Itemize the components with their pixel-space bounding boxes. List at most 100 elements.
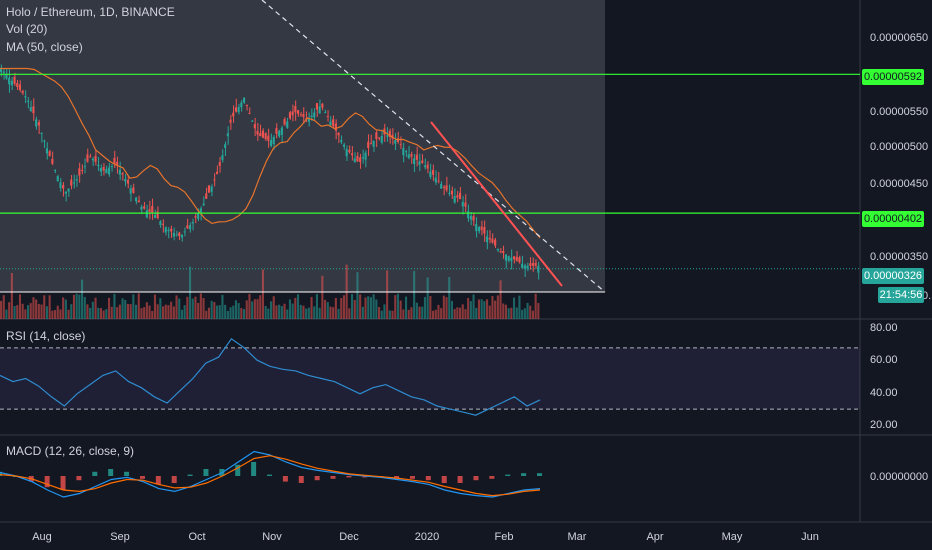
volume-bar [94,297,97,319]
volume-bar [310,296,313,319]
volume-bar [51,310,54,319]
volume-bar [180,309,183,319]
candle-body [299,114,302,116]
volume-bar [286,309,289,319]
volume-bar [526,302,529,319]
candle-body [140,206,143,210]
volume-bar [132,294,135,319]
time-tick: Sep [110,531,130,543]
volume-bar [108,297,111,319]
macd-histogram-bar [76,476,82,481]
macd-histogram-bar [409,476,415,479]
volume-bar [440,308,443,319]
macd-histogram-bar [537,473,542,476]
candle-body [453,196,456,203]
volume-bar [267,308,270,319]
candle-body [167,229,170,232]
candle-body [143,206,146,209]
volume-bar [521,309,524,319]
candle-body [251,120,254,122]
candle-body [267,135,270,141]
candle-body [94,155,97,162]
macd-histogram-bar [124,471,130,476]
candle-body [334,123,337,131]
candle-body [70,179,73,186]
volume-bar [275,305,278,319]
candle-body [218,162,221,166]
candle-body [483,226,486,234]
volume-bar [515,307,518,319]
volume-bar [89,307,92,319]
macd-histogram-bar [139,476,145,479]
candle-body [16,82,19,87]
candle-body [402,148,405,156]
volume-bar [210,300,213,319]
candle-body [132,187,135,193]
volume-bar [253,299,256,319]
candle-body [180,234,183,238]
candle-body [205,193,208,199]
candle-body [332,119,335,127]
candle-body [396,138,399,142]
volume-bar [364,297,367,319]
volume-bar [510,307,513,319]
macd-histogram-bar [473,476,479,481]
candle-body [213,179,216,181]
candle-body [278,130,281,137]
candle-body [399,144,402,146]
volume-bar [378,307,381,319]
symbol-legend[interactable]: Holo / Ethereum, 1D, BINANCE [6,5,175,19]
candle-body [48,151,51,157]
candle-body [315,103,318,110]
volume-legend[interactable]: Vol (20) [6,22,48,36]
last-price-tag[interactable]: 0.00000326 [862,268,924,284]
rsi-legend[interactable]: RSI (14, close) [6,329,86,343]
rsi-line [0,337,541,416]
volume-bar [99,308,102,319]
volume-bar [426,277,429,319]
candle-body [280,127,283,135]
macd-histogram-bar [171,476,177,483]
volume-bar [256,299,259,319]
volume-bar [291,303,294,319]
volume-bar [18,294,21,319]
candle-body [342,144,345,147]
volume-bar [318,307,321,319]
volume-bar [10,273,13,319]
volume-bar [459,307,462,319]
volume-bar [429,296,432,319]
candle-body [126,180,129,184]
lower-level-tag[interactable]: 0.00000402 [862,211,924,227]
volume-bar [421,306,424,319]
candle-body [464,202,467,207]
macd-legend[interactable]: MACD (12, 26, close, 9) [6,444,135,458]
volume-bar [491,296,494,319]
candle-body [202,203,205,206]
candle-body [145,210,148,218]
macd-tick: 0.00000000 [870,471,929,483]
candle-body [529,263,532,266]
volume-bar [81,279,84,319]
volume-bar [445,297,448,319]
volume-bar [62,297,65,319]
candle-body [75,179,78,181]
volume-bar [105,309,108,319]
volume-bar [386,270,389,319]
volume-bar [2,295,5,319]
macd-histogram-bar [203,469,209,476]
volume-bar [237,303,240,319]
candle-body [324,112,327,114]
candle-body [367,141,370,149]
volume-bar [27,305,30,319]
candle-body [0,68,3,73]
volume-bar [348,308,351,319]
volume-bar [172,306,175,319]
candle-body [35,119,38,127]
candle-body [221,155,224,160]
candle-body [429,171,432,177]
upper-level-tag[interactable]: 0.00000592 [862,69,924,85]
candle-body [5,74,8,79]
ma-legend[interactable]: MA (50, close) [6,40,83,54]
